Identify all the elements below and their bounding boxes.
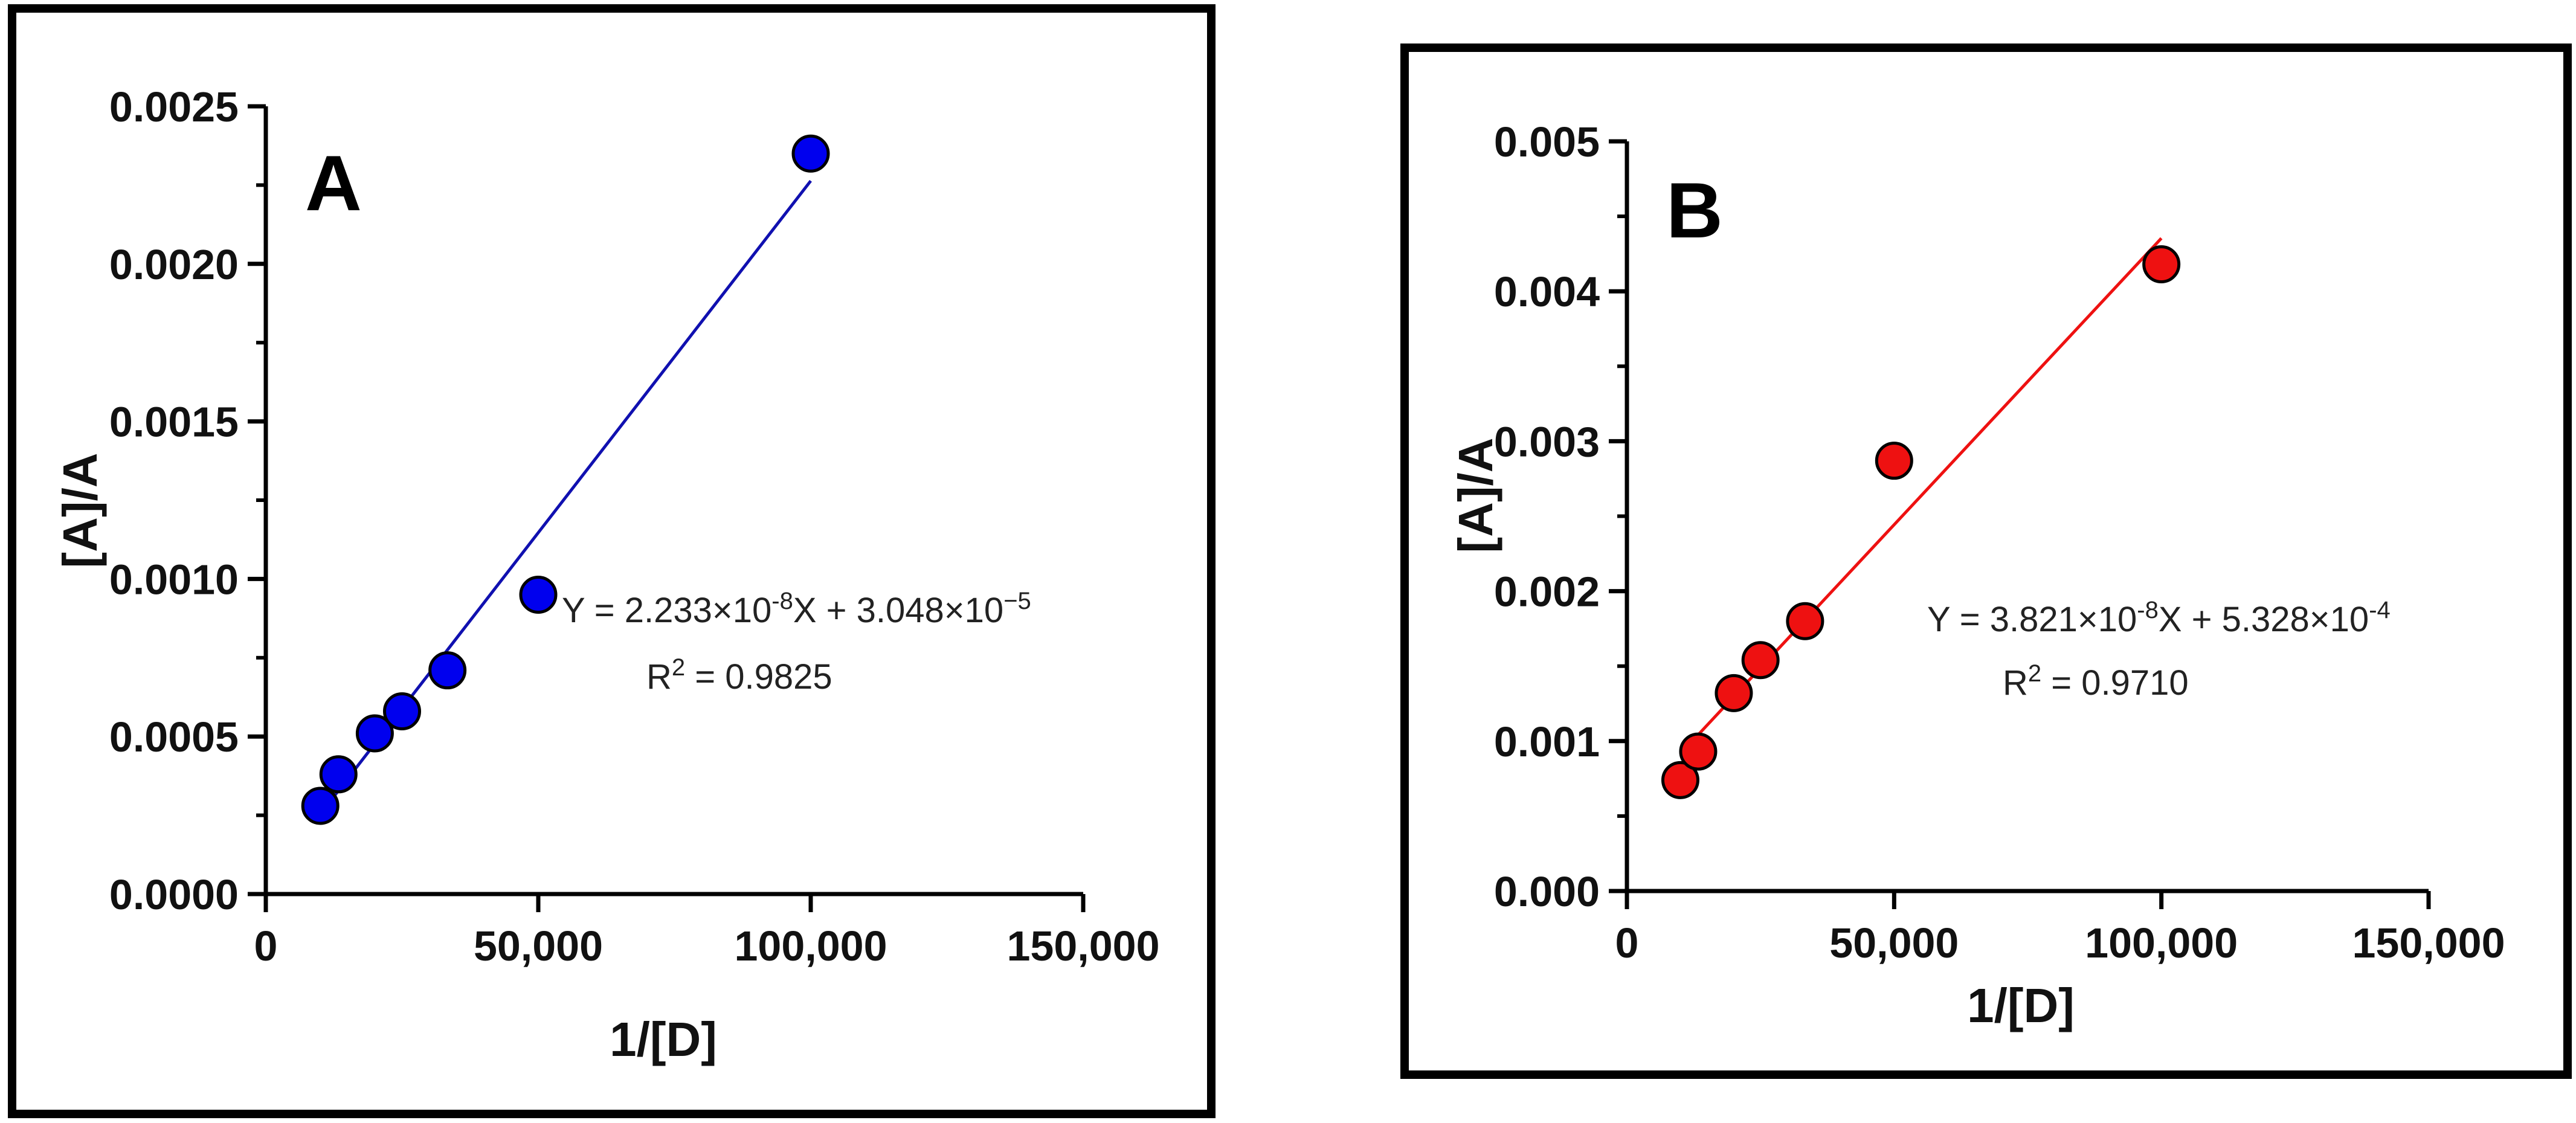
panel-b-eq-times1: ×10	[2078, 600, 2137, 639]
panel-b-eq-prefix: Y = 3.821	[1927, 600, 2078, 639]
panel-b-x-tick-label: 150,000	[2352, 919, 2505, 967]
panel-a-eq-times1: ×10	[712, 591, 771, 630]
panel-b-y-tick-label: 0.005	[1494, 118, 1600, 166]
panel-b-x-tick-label: 0	[1615, 919, 1639, 967]
panel-b-data-point	[1715, 674, 1753, 712]
panel-a-r2-value: 0.9825	[725, 657, 832, 697]
panel-a-data-point	[319, 755, 358, 794]
panel-a-r2: R2 = 0.9825	[646, 654, 832, 697]
panel-b-r2-sq: 2	[2028, 660, 2041, 687]
panel-a-r2-sq: 2	[672, 654, 685, 681]
panel-a-data-point	[355, 714, 394, 753]
panel-a-x-tick-label: 150,000	[1006, 922, 1159, 970]
panel-a-data-point	[383, 692, 421, 730]
panel-b-data-point	[2142, 245, 2181, 284]
panel-b-x-tick-label: 50,000	[1829, 919, 1959, 967]
panel-b-y-tick-label: 0.004	[1494, 268, 1600, 315]
panel-a-x-tick-label: 0	[254, 922, 278, 970]
panel-a-data-point	[519, 575, 558, 614]
panel-a-equation: Y = 2.233×10-8X + 3.048×10−5	[562, 588, 1031, 630]
panel-b-x-tick-label: 100,000	[2085, 919, 2238, 967]
panel-a-eq-exp2: −5	[1003, 588, 1031, 614]
panel-b-y-tick-label: 0.001	[1494, 718, 1600, 765]
panel-a-data-point	[301, 787, 340, 825]
panel-a-points	[301, 134, 830, 825]
chart-panel-b: 0.000 0.001 0.002 0.003 0.004 0.005 0 50,000 100…	[1400, 43, 2572, 1079]
panel-b-r2-value: 0.9710	[2081, 663, 2188, 703]
panel-a-eq-times2: ×10	[944, 591, 1003, 630]
panel-a-y-tick-label: 0.0000	[109, 871, 239, 918]
panel-b-label: B	[1666, 166, 1723, 254]
panel-a-eq-mid: X + 3.048	[793, 591, 944, 630]
panel-b-eq-exp1: -8	[2137, 597, 2159, 623]
panel-a-r2-r: R	[646, 657, 672, 697]
panel-b-data-point	[1786, 602, 1824, 640]
panel-b-r2-eq: =	[2041, 663, 2081, 703]
panel-a-r2-eq: =	[685, 657, 725, 697]
panel-b-data-point	[1875, 442, 1913, 480]
panel-b-eq-mid: X + 5.328	[2159, 600, 2310, 639]
panel-b-y-tick-label: 0.003	[1494, 418, 1600, 465]
panel-a-x-axis-label: 1/[D]	[610, 1012, 717, 1066]
panel-b-points	[1661, 245, 2181, 799]
panel-b-frame	[1400, 43, 2572, 1079]
panel-b-data-point	[1679, 732, 1718, 771]
panel-a-eq-prefix: Y = 2.233	[562, 591, 712, 630]
panel-a-y-axis-label: [A]/A	[53, 452, 107, 568]
panel-b-y-axis-label: [A]/A	[1449, 437, 1502, 553]
panel-a-y-tick-label: 0.0020	[109, 241, 239, 288]
panel-a-y-tick-label: 0.0025	[109, 83, 239, 130]
panel-b-data-point	[1741, 641, 1780, 680]
panel-b-eq-exp2: -4	[2369, 597, 2391, 623]
panel-b-equation: Y = 3.821×10-8X + 5.328×10-4	[1927, 597, 2391, 639]
chart-panel-a: 0.0000 0.0005 0.0010 0.0015 0.0020 0.0025 0 50,…	[8, 4, 1216, 1118]
panel-b-y-tick-label: 0.000	[1494, 868, 1600, 915]
panel-a-y-tick-label: 0.0010	[109, 556, 239, 603]
panel-b-ticks: 0.000 0.001 0.002 0.003 0.004 0.005 0 50,000 100…	[1494, 118, 2505, 967]
panel-a-frame	[8, 4, 1216, 1118]
panel-a-data-point	[428, 651, 467, 690]
panel-b-r2-r: R	[2003, 663, 2028, 703]
panel-b-r2: R2 = 0.9710	[2003, 660, 2189, 703]
panel-a-axes	[263, 106, 1083, 896]
panel-b-data-point	[1661, 761, 1699, 799]
panel-a-ticks: 0.0000 0.0005 0.0010 0.0015 0.0020 0.0025 0 50,…	[109, 83, 1160, 970]
panel-a-eq-exp1: -8	[771, 588, 793, 614]
panel-a-x-tick-label: 50,000	[474, 922, 603, 970]
panel-a-label: A	[305, 139, 362, 227]
panel-a-y-tick-label: 0.0015	[109, 399, 239, 446]
panel-b-x-axis-label: 1/[D]	[1967, 979, 2075, 1032]
panel-a-y-tick-label: 0.0005	[109, 713, 239, 761]
panel-b-eq-times2: ×10	[2310, 600, 2369, 639]
panel-b-axes	[1624, 141, 2429, 893]
panel-a-x-tick-label: 100,000	[734, 922, 887, 970]
panel-a-data-point	[791, 134, 830, 173]
panel-b-y-tick-label: 0.002	[1494, 568, 1600, 616]
